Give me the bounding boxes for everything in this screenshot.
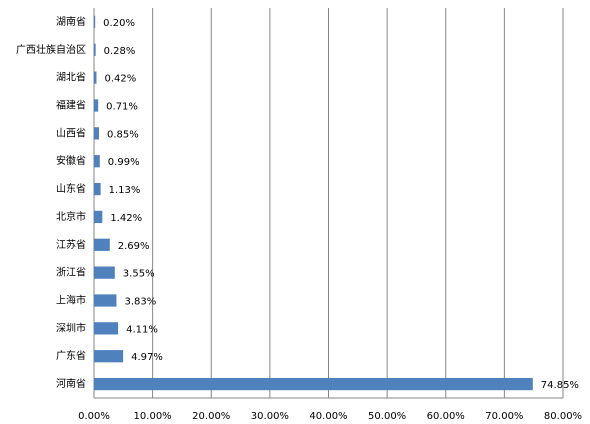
bar <box>94 350 124 363</box>
y-tick-label: 安徽省 <box>56 154 86 167</box>
y-tick-label: 福建省 <box>56 99 86 112</box>
bar <box>94 182 101 196</box>
y-tick-label: 广西壮族自治区 <box>16 43 86 56</box>
bar <box>94 210 103 224</box>
x-tick-label: 70.00% <box>485 411 523 422</box>
x-tick-label: 60.00% <box>427 411 465 422</box>
x-tick-label: 20.00% <box>192 411 230 422</box>
bar <box>94 294 117 307</box>
bar <box>94 266 115 279</box>
y-tick-label: 江苏省 <box>56 238 86 251</box>
y-tick-label: 深圳市 <box>56 321 86 334</box>
data-label: 0.71% <box>106 102 138 113</box>
y-tick-label: 湖南省 <box>56 15 86 28</box>
bar <box>94 377 533 391</box>
x-tick-label: 50.00% <box>368 411 406 422</box>
data-label: 3.55% <box>123 269 155 280</box>
x-tick-label: 40.00% <box>309 411 347 422</box>
data-label: 1.42% <box>110 213 142 224</box>
y-tick-label: 山西省 <box>56 126 86 139</box>
bar <box>94 155 100 168</box>
bar <box>94 99 99 112</box>
bar <box>94 43 96 56</box>
x-tick-label: 80.00% <box>544 411 582 422</box>
y-tick-label: 河南省 <box>56 377 86 390</box>
x-tick-label: 30.00% <box>251 411 289 422</box>
bar <box>94 127 99 140</box>
data-label: 4.11% <box>126 324 158 335</box>
y-tick-label: 浙江省 <box>56 266 86 279</box>
bar <box>94 322 119 335</box>
y-tick-label: 广东省 <box>56 349 86 362</box>
data-label: 0.99% <box>108 157 140 168</box>
y-tick-label: 湖北省 <box>56 71 86 84</box>
y-tick-label: 山东省 <box>56 182 86 195</box>
data-label: 0.20% <box>103 18 135 29</box>
bar <box>94 238 110 251</box>
bar <box>94 15 96 29</box>
x-tick-label: 0.00% <box>78 411 110 422</box>
y-tick-label: 上海市 <box>56 294 86 307</box>
data-label: 2.69% <box>118 241 150 252</box>
bar <box>94 71 97 84</box>
data-label: 3.83% <box>124 297 156 308</box>
data-label: 74.85% <box>541 380 579 391</box>
data-label: 0.28% <box>104 46 136 57</box>
data-label: 4.97% <box>131 352 163 363</box>
data-label: 0.85% <box>107 129 139 140</box>
y-tick-label: 北京市 <box>56 210 86 223</box>
data-label: 1.13% <box>109 185 141 196</box>
x-tick-label: 10.00% <box>134 411 172 422</box>
data-label: 0.42% <box>104 74 136 85</box>
